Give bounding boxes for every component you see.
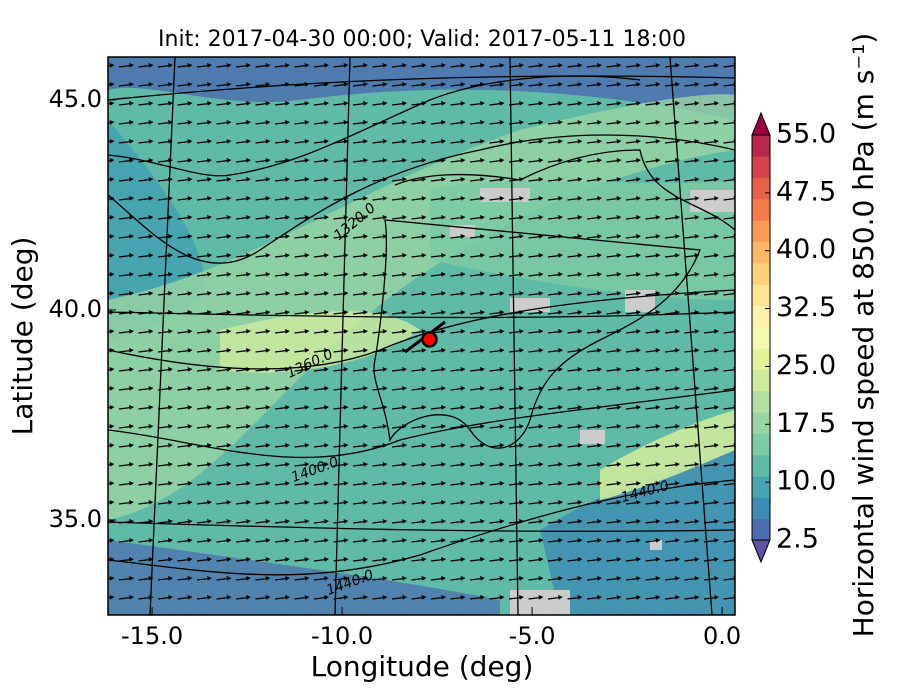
y-axis-label: Latitude (deg) bbox=[6, 237, 39, 436]
colorbar-extend-min bbox=[751, 539, 771, 564]
colorbar-extend-max bbox=[751, 111, 771, 136]
colorbar-band bbox=[752, 454, 770, 477]
colorbar-band bbox=[752, 135, 770, 157]
colorbar-band bbox=[752, 305, 770, 328]
colorbar-band bbox=[752, 284, 770, 307]
colorbar-band bbox=[752, 326, 770, 349]
colorbar-band bbox=[752, 476, 770, 498]
colorbar-band bbox=[752, 390, 770, 413]
colorbar-band bbox=[752, 198, 770, 221]
colorbar-band bbox=[752, 518, 770, 541]
colorbar-tick-label: 55.0 bbox=[776, 119, 836, 150]
colorbar-band bbox=[752, 262, 770, 285]
colorbar-band bbox=[752, 156, 770, 179]
x-tick-label: 0.0 bbox=[703, 622, 741, 650]
colorbar-band bbox=[752, 220, 770, 243]
colorbar-tick-label: 32.5 bbox=[776, 292, 836, 323]
colorbar-tick-label: 2.5 bbox=[776, 524, 819, 555]
colorbar-tick-label: 40.0 bbox=[776, 234, 836, 265]
colorbar-band bbox=[752, 433, 770, 456]
plot-frame bbox=[107, 56, 736, 616]
chart-title: Init: 2017-04-30 00:00; Valid: 2017-05-1… bbox=[158, 27, 686, 52]
map-field bbox=[108, 57, 735, 615]
y-tick-label: 35.0 bbox=[49, 505, 102, 533]
colorbar-tick-label: 10.0 bbox=[776, 466, 836, 497]
colorbar-band bbox=[752, 412, 770, 434]
colorbar-band bbox=[752, 497, 770, 520]
x-axis-label: Longitude (deg) bbox=[311, 650, 534, 683]
colorbar-frame bbox=[751, 134, 771, 541]
colorbar-tick-label: 17.5 bbox=[776, 408, 836, 439]
x-tick-label: -15.0 bbox=[121, 622, 183, 650]
colorbar-band bbox=[752, 177, 770, 200]
x-tick-label: -5.0 bbox=[509, 622, 556, 650]
location-marker bbox=[421, 331, 438, 348]
x-tick-label: -10.0 bbox=[311, 622, 373, 650]
colorbar-band bbox=[752, 369, 770, 392]
colorbar-label: Horizontal wind speed at 850.0 hPa (m s⁻… bbox=[847, 33, 880, 638]
y-tick-label: 45.0 bbox=[49, 85, 102, 113]
colorbar-band bbox=[752, 348, 770, 370]
colorbar-band bbox=[752, 241, 770, 264]
y-tick-label: 40.0 bbox=[49, 295, 102, 323]
colorbar-tick-label: 25.0 bbox=[776, 350, 836, 381]
colorbar-tick-label: 47.5 bbox=[776, 176, 836, 207]
